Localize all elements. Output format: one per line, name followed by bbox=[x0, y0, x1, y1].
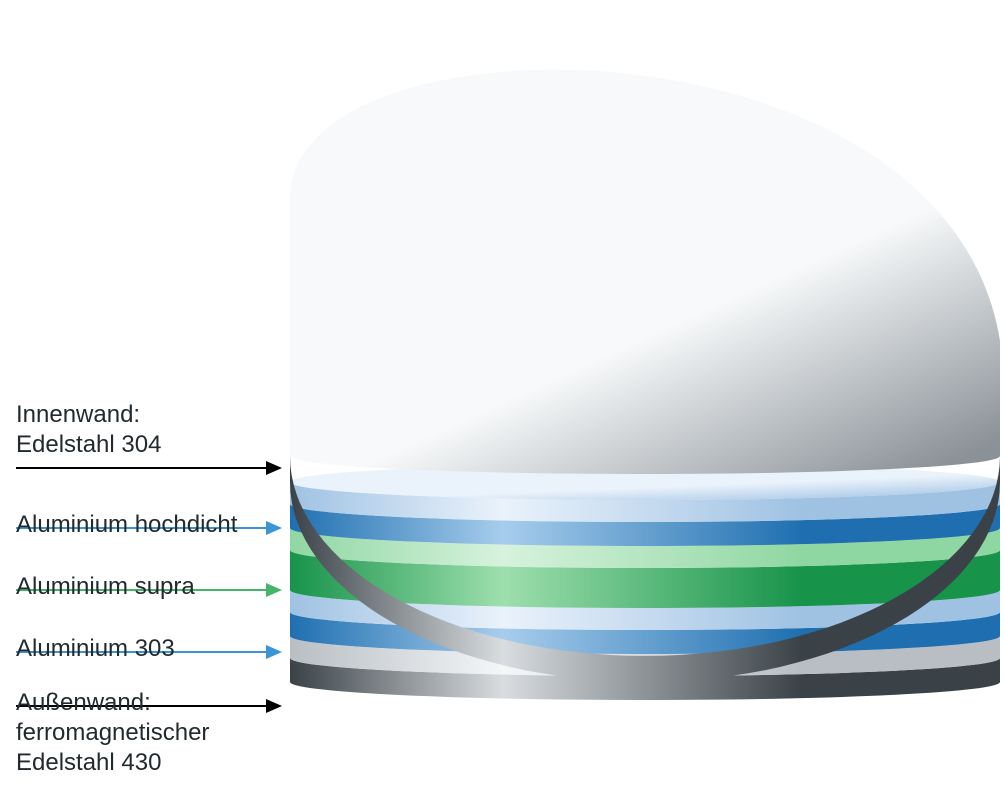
layer-label-al_hochdicht: Aluminium hochdicht bbox=[16, 510, 237, 540]
arrow-head-outer bbox=[266, 699, 282, 713]
layer-label-al_supra: Aluminium supra bbox=[16, 572, 195, 602]
layer-top-inner bbox=[290, 70, 1000, 474]
arrow-head-al_303 bbox=[266, 645, 282, 659]
arrow-head-al_hochdicht bbox=[266, 521, 282, 535]
layer-label-inner: Innenwand: Edelstahl 304 bbox=[16, 400, 161, 460]
layer-label-al_303: Aluminium 303 bbox=[16, 634, 175, 664]
layer-label-outer: Außenwand: ferromagnetischer Edelstahl 4… bbox=[16, 688, 209, 778]
diagram-canvas: Innenwand: Edelstahl 304 Aluminium hochdi… bbox=[0, 0, 1004, 812]
arrow-head-inner bbox=[266, 461, 282, 475]
arrow-head-al_supra bbox=[266, 583, 282, 597]
